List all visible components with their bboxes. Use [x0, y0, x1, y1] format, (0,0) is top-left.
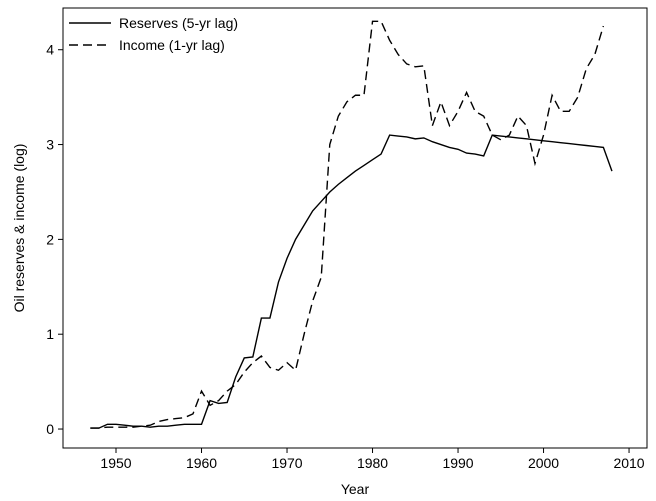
- y-tick-label: 4: [46, 42, 54, 58]
- legend-label: Reserves (5-yr lag): [119, 15, 238, 31]
- data-line: [90, 134, 613, 429]
- x-tick-label: 2010: [613, 455, 644, 471]
- y-tick-label: 3: [46, 137, 54, 153]
- data-line: [90, 20, 605, 429]
- x-tick-label: 1980: [357, 455, 388, 471]
- legend-label: Income (1-yr lag): [119, 37, 225, 53]
- x-tick-label: 1950: [100, 455, 131, 471]
- x-tick-label: 1970: [271, 455, 302, 471]
- x-tick-label: 1960: [186, 455, 217, 471]
- plot-frame: [62, 7, 648, 449]
- x-axis-label: Year: [341, 481, 370, 497]
- x-tick-label: 2000: [528, 455, 559, 471]
- x-tick-label: 1990: [442, 455, 473, 471]
- y-tick-label: 0: [46, 421, 54, 437]
- y-tick-label: 1: [46, 326, 54, 342]
- y-tick-label: 2: [46, 231, 54, 247]
- y-axis-label: Oil reserves & income (log): [11, 144, 27, 313]
